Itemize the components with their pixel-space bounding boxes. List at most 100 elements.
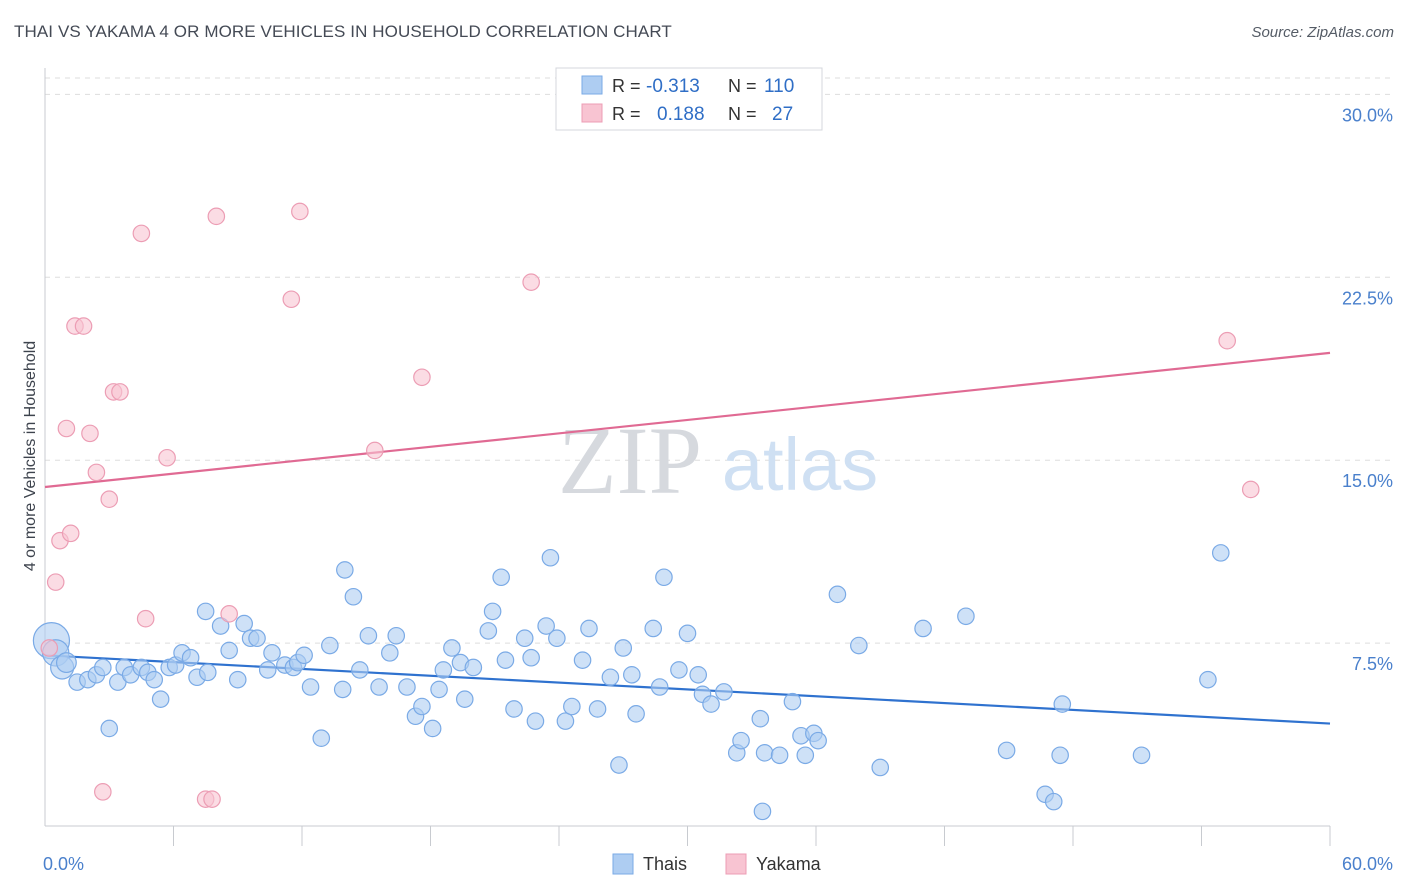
data-point-thais (198, 663, 217, 682)
data-point-thais (455, 690, 474, 708)
data-point-thais (505, 700, 523, 718)
data-point-thais (1199, 670, 1217, 689)
data-point-yakama (94, 783, 112, 801)
data-point-thais (556, 712, 575, 730)
data-point-thais (563, 697, 581, 716)
data-point-thais (526, 712, 545, 730)
data-point-thais (614, 639, 633, 657)
data-point-yakama (207, 207, 226, 226)
data-point-thais (914, 619, 932, 638)
data-point-thais (228, 670, 247, 689)
data-point-thais (573, 651, 592, 669)
data-point-thais (387, 626, 406, 645)
data-point-thais (464, 658, 483, 677)
data-point-yakama (203, 790, 221, 808)
data-point-thais (398, 678, 416, 696)
data-point-thais (263, 644, 281, 662)
data-point-thais (211, 617, 230, 635)
data-point-yakama (291, 202, 309, 221)
data-point-thais (370, 678, 388, 696)
data-point-thais (732, 731, 750, 750)
trend-line-yakama (44, 351, 1331, 489)
data-point-thais (1053, 695, 1072, 713)
data-point-thais (423, 719, 442, 738)
data-point-thais (351, 661, 369, 679)
data-point-thais (312, 729, 331, 748)
data-point-thais (434, 661, 453, 679)
series-legend: Thais Yakama (612, 853, 822, 875)
stats-r-label-thais: R = (612, 76, 641, 96)
chart-title: THAI VS YAKAMA 4 OR MORE VEHICLES IN HOU… (14, 22, 672, 41)
data-point-yakama (61, 524, 80, 543)
data-point-yakama (111, 383, 129, 401)
x-tick-label: 60.0% (1342, 854, 1393, 874)
stats-legend-swatch-yakama (581, 103, 603, 123)
stats-n-value-yakama: 27 (772, 104, 793, 125)
data-point-thais (871, 758, 890, 777)
data-point-yakama (158, 448, 176, 467)
data-point-thais (1051, 746, 1069, 765)
y-tick-label: 7.5% (1352, 654, 1393, 674)
y-tick-label: 15.0% (1342, 471, 1393, 491)
data-point-thais (181, 648, 200, 667)
data-point-thais (650, 678, 669, 696)
data-point-yakama (46, 573, 65, 591)
stats-legend-swatch-thais (581, 75, 603, 95)
data-point-thais (381, 644, 399, 662)
data-point-thais (627, 705, 645, 723)
legend-swatch-yakama (725, 853, 747, 875)
axis-layer: 7.5% 15.0% 22.5% 30.0% 0.0% 60.0% (43, 68, 1393, 874)
data-point-thais (588, 700, 607, 718)
data-point-thais (957, 607, 975, 626)
legend-label-thais: Thais (643, 854, 687, 874)
data-point-thais (258, 661, 277, 679)
data-point-yakama (220, 605, 238, 623)
data-point-thais (751, 709, 770, 728)
data-point-thais (997, 741, 1016, 760)
watermark-atlas: atlas (722, 423, 878, 506)
data-point-thais (151, 690, 170, 708)
data-point-yakama (87, 463, 106, 482)
data-point-thais (541, 548, 560, 567)
stats-n-label-thais: N = (728, 76, 757, 96)
data-point-yakama (81, 424, 99, 443)
data-point-yakama (413, 368, 431, 387)
data-point-thais (753, 802, 772, 821)
data-point-thais (537, 617, 555, 635)
data-point-thais (809, 731, 827, 750)
data-point-thais (248, 629, 266, 648)
legend-swatch-thais (612, 853, 634, 875)
data-point-thais (689, 665, 708, 684)
data-point-yakama (57, 419, 76, 438)
data-point-thais (94, 658, 112, 677)
data-point-thais (828, 585, 847, 604)
data-point-thais (430, 680, 448, 699)
stats-n-label-yakama: N = (728, 104, 757, 124)
data-point-thais (336, 561, 354, 579)
data-point-thais (644, 619, 663, 638)
data-point-thais (492, 568, 510, 587)
stats-n-value-thais: 110 (764, 76, 794, 97)
trend-layer (44, 351, 1331, 725)
data-point-thais (755, 744, 774, 762)
data-point-thais (196, 602, 215, 621)
data-point-thais (655, 568, 673, 587)
data-point-yakama (136, 609, 155, 628)
data-point-thais (301, 678, 320, 696)
data-point-thais (1211, 544, 1230, 562)
data-point-thais (1132, 746, 1151, 765)
data-point-thais (623, 665, 641, 684)
data-point-thais (580, 619, 598, 638)
data-point-thais (548, 629, 566, 648)
data-point-thais (100, 719, 119, 738)
grid-layer (45, 77, 1392, 644)
data-point-thais (443, 639, 461, 657)
data-point-thais (145, 670, 164, 689)
data-point-yakama (74, 317, 93, 335)
data-point-thais (678, 624, 697, 643)
x-tick-label: 0.0% (43, 854, 84, 874)
data-point-thais (295, 646, 313, 665)
y-tick-label: 30.0% (1342, 105, 1393, 125)
source-label: Source: ZipAtlas.com (1251, 24, 1394, 41)
